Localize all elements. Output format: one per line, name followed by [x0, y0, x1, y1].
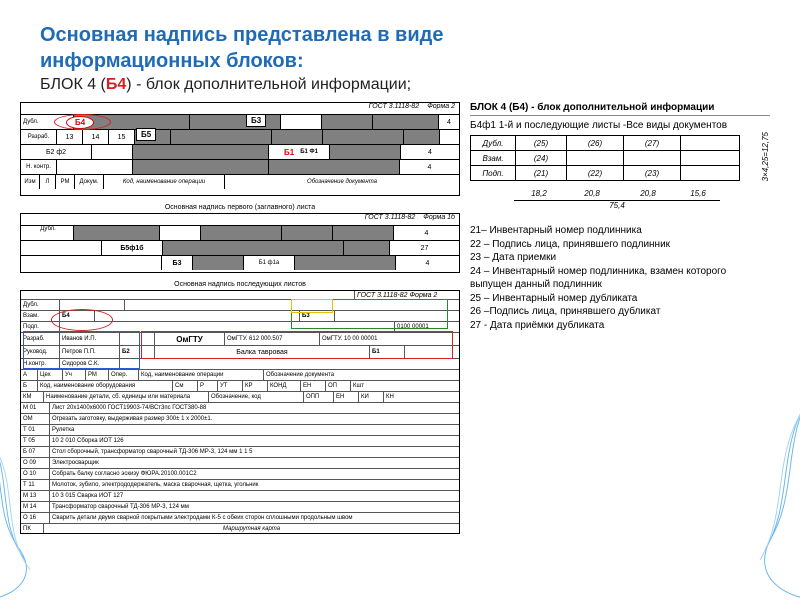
right-subtitle: Б4ф1 1-й и последующие листы -Все виды д…: [470, 120, 770, 131]
slide-title: Основная надпись представлена в виде инф…: [0, 0, 800, 102]
subtitle: БЛОК 4 (Б4) - блок дополнительной информ…: [40, 76, 760, 94]
table-row: Т 01Рулетка: [21, 425, 459, 436]
table-row: Б 07Стол сборочный, трансформатор свароч…: [21, 447, 459, 458]
tag-b5: Б5: [136, 128, 156, 141]
title-line1: Основная надпись представлена в виде: [40, 24, 443, 46]
tag-b3: Б3: [246, 114, 266, 127]
tag-b4: Б4: [66, 116, 94, 129]
table-row: О 10Собрать балку согласно эскизу ФЮРА.2…: [21, 469, 459, 480]
legend: 21– Инвентарный номер подлинника 22 – По…: [470, 224, 770, 332]
table-row: Т 11Молоток, зубило, электрододержатель,…: [21, 480, 459, 491]
right-title: БЛОК 4 (Б4) - блок дополнительной информ…: [470, 102, 770, 116]
table-row: ОМОгрезать заготовку, выдерживая размер …: [21, 414, 459, 425]
b4-table: Дубл. (25) (26) (27) Взам. (24) Подп. (2…: [470, 135, 740, 181]
row-height-dim: 3×4,25=12,75: [761, 137, 770, 181]
table-row: Т 0510 2 010 Сборка ИОТ 126: [21, 436, 459, 447]
left-column: ГОСТ 3.1118-82 Форма 2 Дубл. 4 Разраб. 1…: [20, 102, 460, 534]
form3: ГОСТ 3.1118-82 Форма 2 Дубл. Взам. Б4 Б3…: [20, 290, 460, 534]
table-row: О 16Сварить детали двумя сварной покрыты…: [21, 513, 459, 524]
form1-caption: Основная надпись первого (заглавного) ли…: [20, 202, 460, 213]
form1: ГОСТ 3.1118-82 Форма 2 Дубл. 4 Разраб. 1…: [20, 102, 460, 196]
table-row: О 09Электросварщик: [21, 458, 459, 469]
table-row: М 01Лист 20х1400х6000 ГОСТ19903-74/ВСт3п…: [21, 403, 459, 414]
right-column: БЛОК 4 (Б4) - блок дополнительной информ…: [470, 102, 770, 534]
col-dims: 18,2 20,8 20,8 15,6: [470, 189, 740, 198]
table-row: М 1310 3 015 Сварка ИОТ 127: [21, 491, 459, 502]
form2: ГОСТ 3.1118-82 Форма 1б Дубл. 4 Б5ф1б 27: [20, 213, 460, 273]
form2-caption: Основная надпись последующих листов: [20, 279, 460, 290]
table-row: М 14Трансформатор сварочный ТД-306 МР-3,…: [21, 502, 459, 513]
title-line2: информационных блоков: [40, 50, 297, 72]
